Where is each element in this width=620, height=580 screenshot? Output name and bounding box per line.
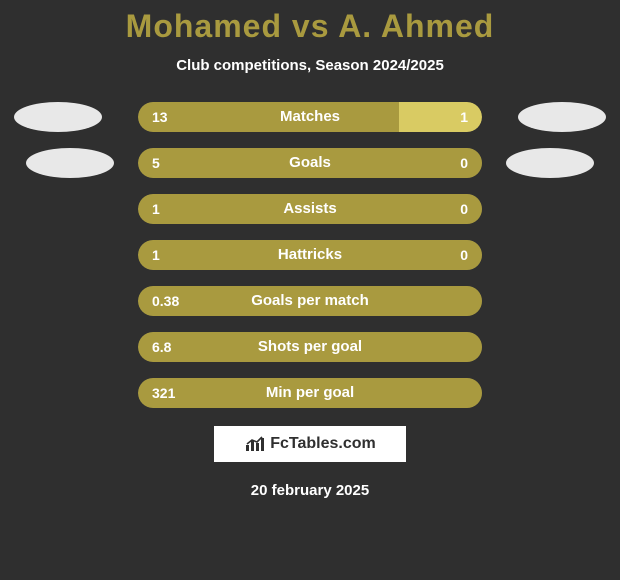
stat-value-left: 0.38 [152, 286, 179, 316]
subtitle: Club competitions, Season 2024/2025 [0, 57, 620, 74]
stat-value-left: 5 [152, 148, 160, 178]
stat-label: Goals per match [138, 286, 482, 316]
player1-flag-placeholder [26, 148, 114, 178]
stat-value-left: 13 [152, 102, 168, 132]
stat-value-right: 1 [460, 102, 468, 132]
bar-chart-icon [244, 435, 266, 453]
stat-row: Hattricks1 0 [138, 240, 482, 270]
stat-row: Shots per goal6.8 [138, 332, 482, 362]
stat-value-right: 0 [460, 240, 468, 270]
comparison-card: Mohamed vs A. Ahmed Club competitions, S… [0, 0, 620, 580]
stat-value-right: 0 [460, 148, 468, 178]
stat-label: Goals [138, 148, 482, 178]
player1-avatar-placeholder [14, 102, 102, 132]
stat-label: Shots per goal [138, 332, 482, 362]
stat-value-left: 1 [152, 194, 160, 224]
player1-name: Mohamed [126, 8, 282, 44]
stat-row: Goals per match0.38 [138, 286, 482, 316]
stat-label: Hattricks [138, 240, 482, 270]
stat-label: Matches [138, 102, 482, 132]
stat-value-right: 0 [460, 194, 468, 224]
stat-row: Matches13 1 [138, 102, 482, 132]
stat-value-left: 321 [152, 378, 175, 408]
stat-label: Min per goal [138, 378, 482, 408]
source-logo: FcTables.com [212, 424, 408, 464]
stats-area: Matches131Goals50Assists10Hattricks10Goa… [0, 102, 620, 408]
stat-rows-container: Matches131Goals50Assists10Hattricks10Goa… [138, 102, 482, 408]
player2-avatar-placeholder [518, 102, 606, 132]
player2-name: A. Ahmed [338, 8, 494, 44]
stat-row: Goals5 0 [138, 148, 482, 178]
vs-separator: vs [282, 8, 338, 44]
player2-flag-placeholder [506, 148, 594, 178]
stat-value-left: 6.8 [152, 332, 171, 362]
source-logo-text: FcTables.com [270, 435, 376, 453]
stat-row: Assists1 0 [138, 194, 482, 224]
page-title: Mohamed vs A. Ahmed [0, 8, 620, 45]
stat-value-left: 1 [152, 240, 160, 270]
stat-label: Assists [138, 194, 482, 224]
snapshot-date: 20 february 2025 [0, 482, 620, 499]
stat-row: Min per goal321 [138, 378, 482, 408]
